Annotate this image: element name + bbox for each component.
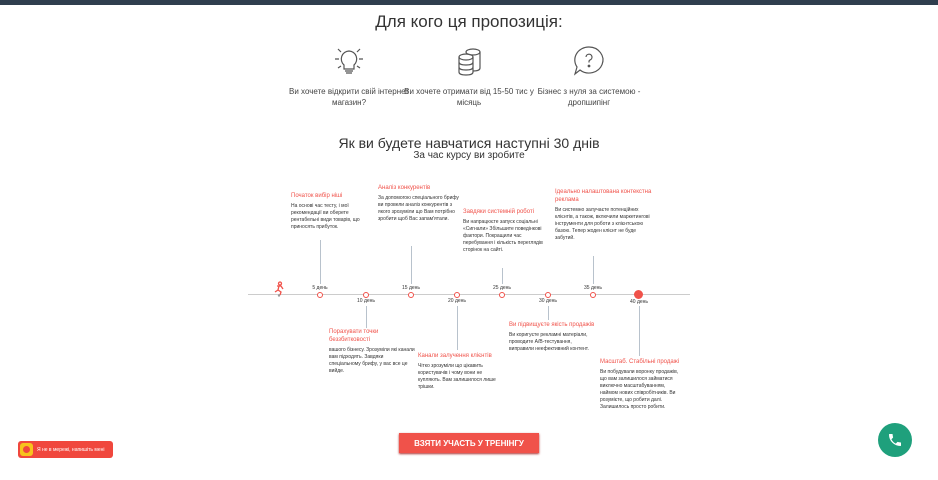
connector-line xyxy=(548,306,549,320)
timeline-marker xyxy=(454,292,460,298)
day-label: 10 день xyxy=(356,298,376,304)
day-label: 25 день xyxy=(492,285,512,291)
timeline-event: Ідеально налаштована контекстна реклама В… xyxy=(555,189,652,241)
timeline-event: Масштаб. Стабільні продажі Ви побудували … xyxy=(600,359,680,410)
connector-line xyxy=(639,306,640,356)
day-label: 30 день xyxy=(538,298,558,304)
runner-icon xyxy=(274,281,284,297)
timeline-marker xyxy=(408,292,414,298)
connector-line xyxy=(457,306,458,350)
connector-line xyxy=(502,268,503,284)
call-button[interactable] xyxy=(878,423,912,457)
timeline-event: Порахувати точки беззбитковості вашого бі… xyxy=(329,329,415,374)
timeline-marker-final xyxy=(634,290,643,299)
timeline-event: Аналіз конкурентів За допомогою спеціальн… xyxy=(378,185,459,222)
timeline-event: Ви підвищуєте якість продажів Ви коригуєт… xyxy=(509,322,595,352)
connector-line xyxy=(366,306,367,328)
connector-line xyxy=(411,246,412,284)
timeline-marker xyxy=(499,292,505,298)
timeline-event: Завдяки системній роботі Ви напрацюєте за… xyxy=(463,209,543,253)
chat-widget[interactable]: Я не в мережі, напишіть мені xyxy=(18,441,113,458)
coins-icon xyxy=(458,48,481,76)
lightbulb-icon xyxy=(335,48,363,74)
day-label: 35 день xyxy=(583,285,603,291)
connector-line xyxy=(593,256,594,284)
timeline-marker xyxy=(545,292,551,298)
feature-item: Бізнес з нуля за системою - дропшипінг xyxy=(519,44,659,108)
day-label: 40 день xyxy=(629,299,649,305)
timeline-marker xyxy=(317,292,323,298)
section-title: Для кого ця пропозиція: xyxy=(375,12,563,31)
feature-item: Ви хочете відкрити свій інтернет магазин… xyxy=(279,44,419,108)
question-bubble-icon xyxy=(573,46,604,76)
top-bar xyxy=(0,0,938,5)
day-label: 5 день xyxy=(312,285,328,291)
chat-icon xyxy=(20,443,33,456)
timeline-marker xyxy=(590,292,596,298)
phone-icon xyxy=(889,434,901,446)
day-label: 20 день xyxy=(447,298,467,304)
timeline-subtitle: За час курсу ви зробите xyxy=(413,150,525,161)
timeline-event: Канали залучення клієнтів Чітко зрозуміли… xyxy=(418,353,496,390)
join-training-button[interactable]: ВЗЯТИ УЧАСТЬ У ТРЕНІНГУ xyxy=(399,433,539,453)
timeline-marker xyxy=(363,292,369,298)
timeline-title: Як ви будете навчатися наступні 30 днів xyxy=(338,135,600,151)
feature-item: Ви хочете отримати від 15-50 тис у місяц… xyxy=(399,44,539,108)
connector-line xyxy=(320,240,321,284)
chat-widget-label: Я не в мережі, напишіть мені xyxy=(37,446,105,453)
day-label: 15 день xyxy=(401,285,421,291)
timeline-axis xyxy=(248,294,690,295)
timeline-event: Початок вибір ніші На основі час тесту, і… xyxy=(291,193,360,230)
